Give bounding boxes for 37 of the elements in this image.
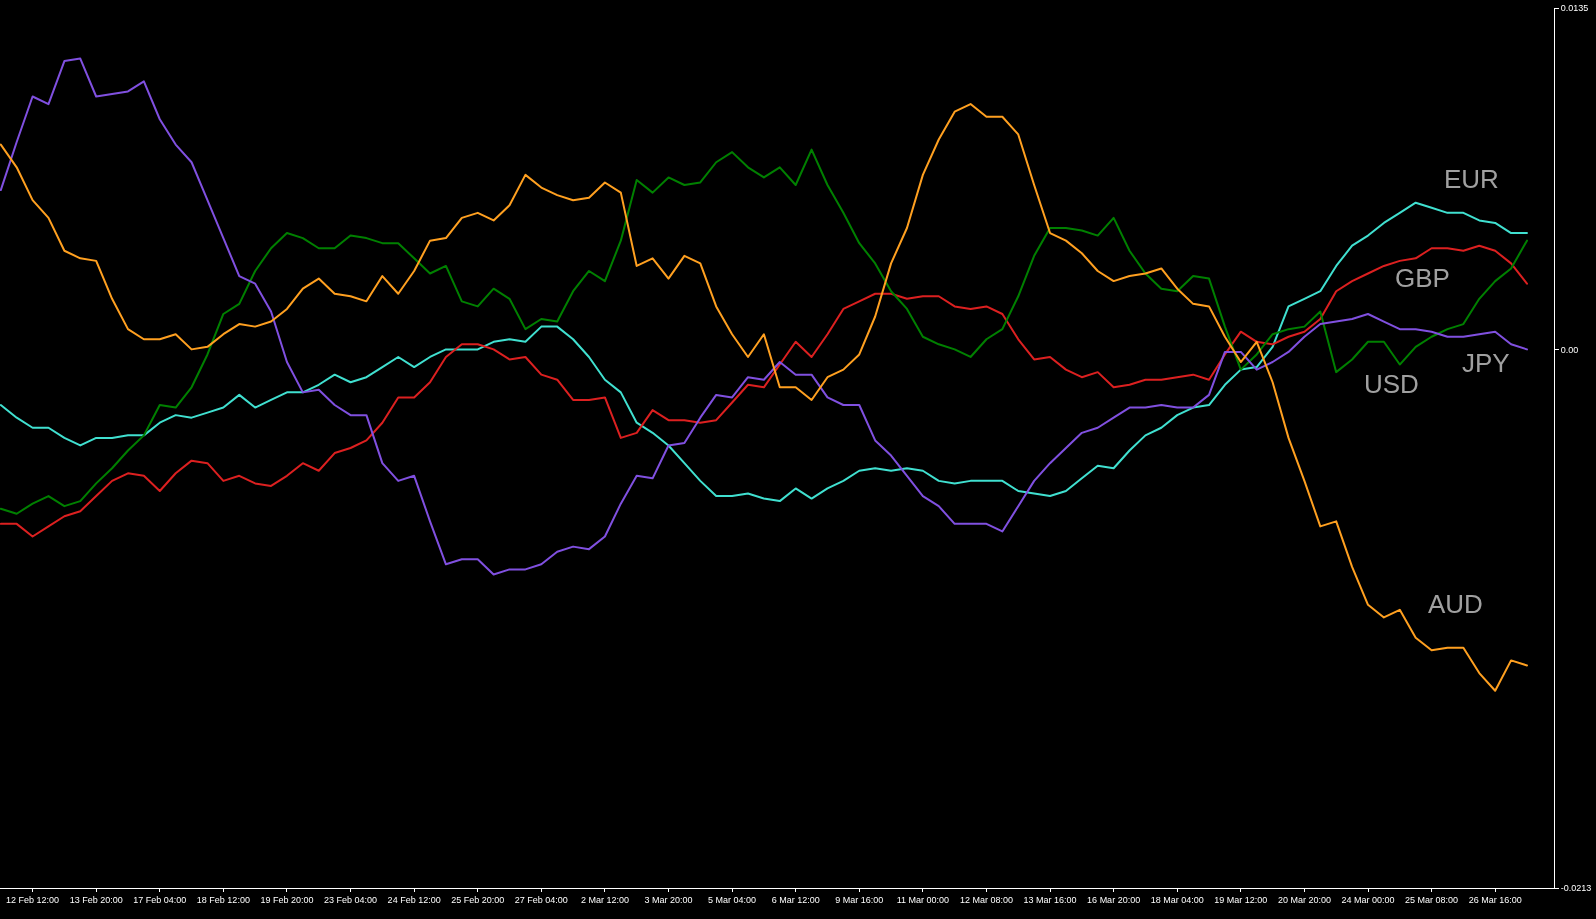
x-tick-label: 16 Mar 20:00 bbox=[1087, 894, 1141, 905]
line-series bbox=[0, 148, 1528, 515]
x-tick-label: 9 Mar 16:00 bbox=[835, 894, 884, 905]
line-series bbox=[0, 244, 1528, 538]
x-tick-label: 2 Mar 12:00 bbox=[580, 894, 629, 905]
x-tick-label: 25 Mar 08:00 bbox=[1405, 894, 1459, 905]
x-tick-label: 19 Mar 12:00 bbox=[1214, 894, 1268, 905]
x-tick-label: 13 Feb 20:00 bbox=[69, 894, 123, 905]
x-tick-label: 11 Mar 00:00 bbox=[896, 894, 950, 905]
x-tick-label: 12 Mar 08:00 bbox=[959, 894, 1013, 905]
y-tick-label: -0.0213 bbox=[1560, 883, 1592, 894]
line-series bbox=[0, 103, 1528, 692]
x-tick-label: 27 Feb 04:00 bbox=[514, 894, 568, 905]
x-tick-label: 20 Mar 20:00 bbox=[1277, 894, 1331, 905]
x-tick-label: 13 Mar 16:00 bbox=[1023, 894, 1077, 905]
series-label: USD bbox=[1364, 369, 1419, 399]
line-series bbox=[0, 201, 1528, 503]
series-label: GBP bbox=[1395, 263, 1450, 293]
x-tick-label: 12 Feb 12:00 bbox=[6, 894, 60, 905]
x-tick-label: 17 Feb 04:00 bbox=[133, 894, 187, 905]
x-tick-label: 18 Feb 12:00 bbox=[196, 894, 250, 905]
series-label: EUR bbox=[1444, 164, 1499, 194]
series-label: AUD bbox=[1428, 589, 1483, 619]
x-tick-label: 24 Feb 12:00 bbox=[387, 894, 441, 905]
x-tick-label: 23 Feb 04:00 bbox=[324, 894, 378, 905]
x-tick-label: 26 Mar 16:00 bbox=[1468, 894, 1522, 905]
y-tick-label: 0.00 bbox=[1560, 344, 1579, 355]
x-tick-label: 24 Mar 00:00 bbox=[1341, 894, 1395, 905]
series-label: JPY bbox=[1462, 348, 1510, 378]
x-tick-label: 18 Mar 04:00 bbox=[1150, 894, 1204, 905]
x-tick-label: 25 Feb 20:00 bbox=[451, 894, 505, 905]
x-tick-label: 6 Mar 12:00 bbox=[771, 894, 820, 905]
x-tick-label: 19 Feb 20:00 bbox=[260, 894, 314, 905]
y-tick-label: 0.0135 bbox=[1560, 3, 1589, 14]
x-tick-label: 5 Mar 04:00 bbox=[708, 894, 757, 905]
x-tick-label: 3 Mar 20:00 bbox=[644, 894, 693, 905]
line-series bbox=[0, 57, 1528, 576]
